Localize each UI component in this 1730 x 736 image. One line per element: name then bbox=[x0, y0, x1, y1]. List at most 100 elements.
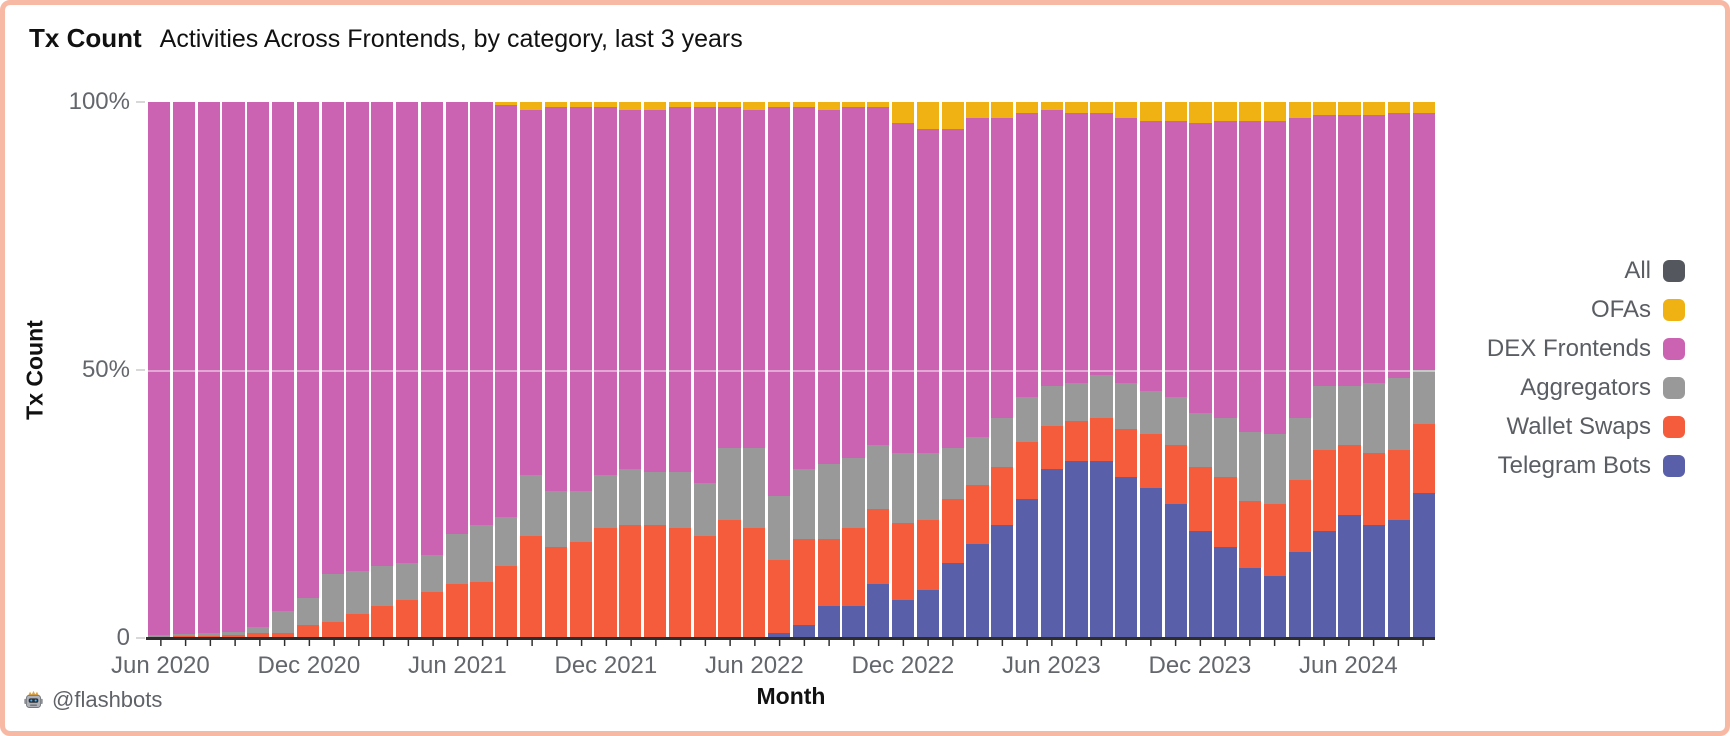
bar-segment-telegram-bots[interactable] bbox=[1015, 498, 1039, 638]
bar-segment-aggregators[interactable] bbox=[519, 474, 543, 537]
bar-segment-dex-frontends[interactable] bbox=[1239, 120, 1262, 432]
bar-segment-aggregators[interactable] bbox=[619, 469, 642, 526]
bar-segment-aggregators[interactable] bbox=[842, 458, 865, 529]
bar-segment-ofas[interactable] bbox=[767, 102, 791, 108]
bar-segment-telegram-bots[interactable] bbox=[1288, 552, 1311, 638]
bar-segment-aggregators[interactable] bbox=[1363, 383, 1386, 454]
bar-segment-wallet-swaps[interactable] bbox=[445, 584, 468, 638]
bar-aug-2024[interactable] bbox=[1387, 102, 1411, 638]
bar-segment-telegram-bots[interactable] bbox=[842, 605, 865, 638]
bar-segment-wallet-swaps[interactable] bbox=[743, 528, 766, 638]
bar-segment-dex-frontends[interactable] bbox=[495, 104, 518, 518]
bar-sep-2020[interactable] bbox=[222, 102, 245, 638]
bar-segment-ofas[interactable] bbox=[842, 102, 865, 108]
bar-segment-wallet-swaps[interactable] bbox=[1263, 504, 1287, 577]
bar-jul-2024[interactable] bbox=[1363, 102, 1386, 638]
bar-segment-dex-frontends[interactable] bbox=[817, 110, 840, 464]
bar-jan-2024[interactable] bbox=[1214, 102, 1237, 638]
bar-segment-wallet-swaps[interactable] bbox=[1139, 434, 1163, 488]
bar-segment-dex-frontends[interactable] bbox=[1288, 118, 1311, 419]
bar-segment-wallet-swaps[interactable] bbox=[891, 522, 915, 601]
bar-segment-dex-frontends[interactable] bbox=[1139, 120, 1163, 392]
bar-segment-wallet-swaps[interactable] bbox=[1164, 445, 1187, 504]
bar-segment-ofas[interactable] bbox=[1363, 102, 1386, 116]
legend-item-wallet-swaps[interactable]: Wallet Swaps bbox=[1487, 407, 1685, 446]
bar-segment-wallet-swaps[interactable] bbox=[271, 632, 295, 638]
bar-segment-dex-frontends[interactable] bbox=[1387, 112, 1411, 379]
bar-segment-aggregators[interactable] bbox=[569, 490, 592, 542]
bar-segment-dex-frontends[interactable] bbox=[148, 102, 171, 636]
bar-segment-ofas[interactable] bbox=[569, 102, 592, 108]
bar-oct-2022[interactable] bbox=[842, 102, 865, 638]
bar-segment-wallet-swaps[interactable] bbox=[916, 520, 939, 590]
bar-segment-telegram-bots[interactable] bbox=[941, 562, 964, 638]
bar-segment-dex-frontends[interactable] bbox=[1065, 112, 1088, 384]
bar-segment-dex-frontends[interactable] bbox=[395, 102, 419, 563]
bar-segment-wallet-swaps[interactable] bbox=[792, 538, 816, 625]
bar-segment-wallet-swaps[interactable] bbox=[1090, 418, 1113, 462]
bar-segment-ofas[interactable] bbox=[1090, 102, 1113, 113]
bar-segment-wallet-swaps[interactable] bbox=[941, 498, 964, 563]
bar-sep-2022[interactable] bbox=[817, 102, 840, 638]
bar-may-2022[interactable] bbox=[718, 102, 741, 638]
bar-segment-wallet-swaps[interactable] bbox=[296, 624, 320, 638]
bar-dec-2020[interactable] bbox=[296, 102, 320, 638]
bar-segment-ofas[interactable] bbox=[1115, 102, 1138, 119]
bar-segment-wallet-swaps[interactable] bbox=[594, 528, 617, 638]
bar-mar-2021[interactable] bbox=[371, 102, 394, 638]
bar-segment-dex-frontends[interactable] bbox=[767, 107, 791, 496]
bar-segment-wallet-swaps[interactable] bbox=[1040, 426, 1063, 470]
bar-jun-2021[interactable] bbox=[445, 102, 468, 638]
bar-segment-dex-frontends[interactable] bbox=[470, 102, 493, 526]
bar-segment-wallet-swaps[interactable] bbox=[1065, 420, 1088, 462]
bar-segment-dex-frontends[interactable] bbox=[991, 118, 1014, 419]
bar-segment-ofas[interactable] bbox=[1239, 102, 1262, 121]
bar-dec-2023[interactable] bbox=[1189, 102, 1212, 638]
bar-segment-dex-frontends[interactable] bbox=[544, 107, 568, 491]
bar-segment-aggregators[interactable] bbox=[420, 554, 444, 593]
bar-segment-wallet-swaps[interactable] bbox=[395, 600, 419, 638]
bar-segment-wallet-swaps[interactable] bbox=[519, 536, 543, 638]
bar-segment-dex-frontends[interactable] bbox=[867, 107, 890, 446]
bar-segment-wallet-swaps[interactable] bbox=[420, 592, 444, 638]
bar-segment-wallet-swaps[interactable] bbox=[767, 560, 791, 633]
bar-segment-aggregators[interactable] bbox=[1164, 396, 1187, 446]
bar-segment-dex-frontends[interactable] bbox=[842, 107, 865, 459]
bar-segment-dex-frontends[interactable] bbox=[594, 107, 617, 475]
bar-segment-dex-frontends[interactable] bbox=[1040, 110, 1063, 387]
bar-segment-telegram-bots[interactable] bbox=[1387, 520, 1411, 638]
bar-segment-wallet-swaps[interactable] bbox=[222, 635, 245, 638]
bar-segment-ofas[interactable] bbox=[1214, 102, 1237, 121]
bar-segment-ofas[interactable] bbox=[619, 102, 642, 111]
bar-nov-2021[interactable] bbox=[569, 102, 592, 638]
bar-segment-aggregators[interactable] bbox=[371, 565, 394, 606]
bar-segment-wallet-swaps[interactable] bbox=[569, 541, 592, 638]
bar-segment-dex-frontends[interactable] bbox=[1263, 120, 1287, 435]
bar-segment-aggregators[interactable] bbox=[916, 453, 939, 521]
bar-segment-wallet-swaps[interactable] bbox=[817, 538, 840, 606]
bar-jun-2020[interactable] bbox=[148, 102, 171, 638]
bar-segment-wallet-swaps[interactable] bbox=[1387, 450, 1411, 521]
bar-segment-wallet-swaps[interactable] bbox=[321, 621, 344, 638]
bar-segment-dex-frontends[interactable] bbox=[718, 107, 741, 448]
bar-segment-telegram-bots[interactable] bbox=[767, 632, 791, 638]
bar-segment-aggregators[interactable] bbox=[222, 631, 245, 636]
bar-oct-2020[interactable] bbox=[247, 102, 270, 638]
bar-segment-wallet-swaps[interactable] bbox=[470, 581, 493, 638]
bar-segment-aggregators[interactable] bbox=[817, 463, 840, 539]
bar-segment-dex-frontends[interactable] bbox=[222, 102, 245, 632]
bar-segment-ofas[interactable] bbox=[594, 102, 617, 108]
bar-segment-telegram-bots[interactable] bbox=[1412, 493, 1435, 638]
bar-segment-ofas[interactable] bbox=[519, 102, 543, 111]
bar-segment-dex-frontends[interactable] bbox=[619, 110, 642, 470]
bar-segment-dex-frontends[interactable] bbox=[271, 102, 295, 612]
bar-segment-ofas[interactable] bbox=[1412, 102, 1435, 113]
bar-segment-ofas[interactable] bbox=[1288, 102, 1311, 119]
bar-segment-aggregators[interactable] bbox=[445, 533, 468, 585]
bar-jan-2022[interactable] bbox=[619, 102, 642, 638]
bar-segment-dex-frontends[interactable] bbox=[916, 128, 939, 454]
bar-segment-telegram-bots[interactable] bbox=[991, 525, 1014, 638]
bar-segment-dex-frontends[interactable] bbox=[891, 123, 915, 454]
bar-segment-aggregators[interactable] bbox=[1214, 418, 1237, 478]
bar-segment-dex-frontends[interactable] bbox=[371, 102, 394, 566]
